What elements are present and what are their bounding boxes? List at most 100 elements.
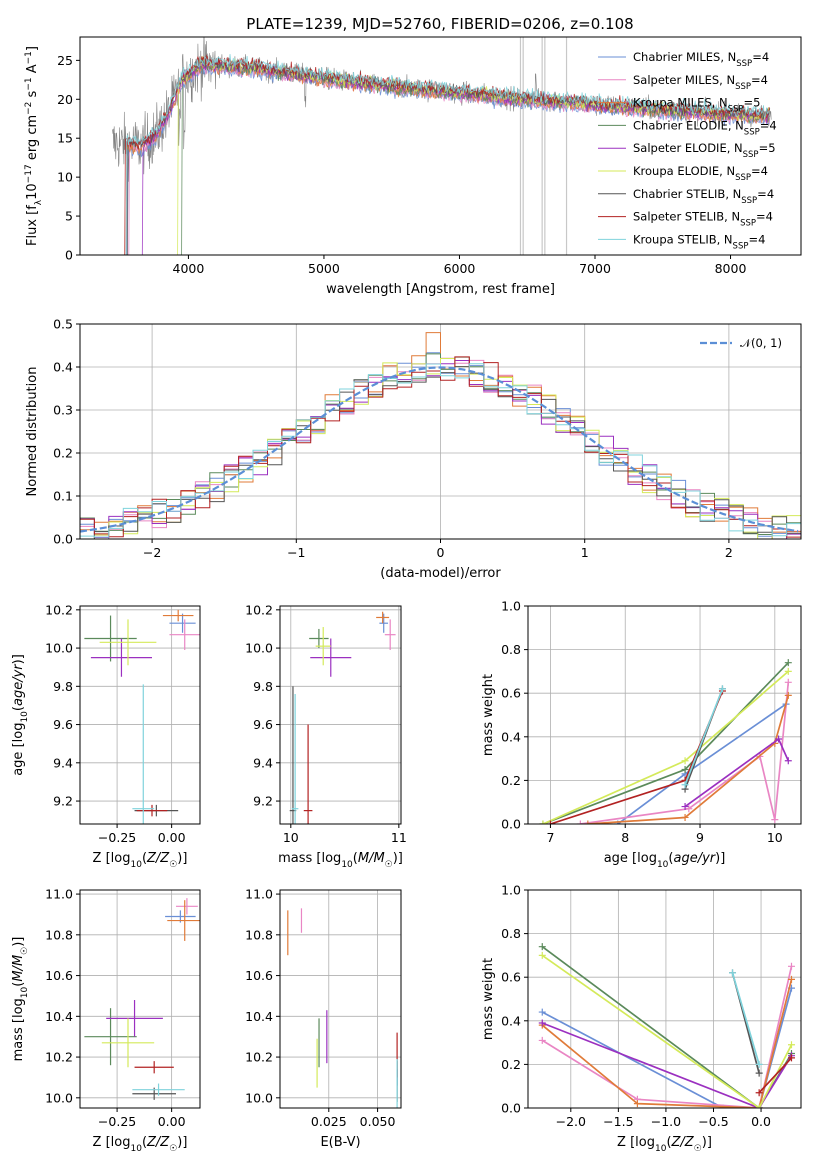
panel-residuals: −2 −1 0 1 2 0.0 0.1 0.2 0.3 0.4 0.5 (data-model)/er…	[25, 317, 802, 581]
errorbar-1	[169, 619, 200, 650]
weight-marker	[787, 1054, 795, 1062]
weight-marker	[784, 667, 792, 675]
y-tick-label: 10	[57, 170, 73, 185]
weight-marker	[681, 803, 689, 811]
errorbar-2	[162, 609, 194, 622]
y-tick-label: 25	[57, 53, 73, 68]
weight-marker	[538, 943, 546, 951]
y-tick-label: 0.6	[501, 970, 521, 985]
y-tick-label: 9.2	[53, 794, 73, 809]
y-tick-label: 10.2	[245, 602, 273, 617]
x-axis-label: E(B-V)	[320, 1135, 360, 1150]
weight-line-3	[542, 662, 789, 824]
plot-area	[84, 609, 200, 824]
y-tick-label: 0.2	[501, 773, 521, 788]
y-axis-label: age [log10(age/yr)]	[11, 654, 30, 776]
errorbar-7	[303, 724, 313, 824]
panel-age-vs-mass: 10 11 9.2 9.4 9.6 9.8 10.0 10.2 mass [log10(M/M☉…	[245, 602, 407, 870]
y-tick-label: 9.4	[53, 755, 73, 770]
weight-marker	[787, 1041, 795, 1049]
weight-line-2	[541, 979, 793, 1108]
legend-label-0: Chabrier MILES, NSSP=4	[633, 50, 769, 69]
y-tick-label: 10.4	[245, 1009, 273, 1024]
y-axis-label: Flux [fλ10−17 erg cm−2 s−1 A−1]	[24, 46, 44, 246]
weight-line-5	[541, 954, 793, 1108]
axes-frame	[79, 36, 802, 256]
y-tick-label: 20	[57, 92, 73, 107]
legend-normal-label: 𝒩(0, 1)	[740, 336, 782, 350]
weight-line-4	[541, 1022, 793, 1108]
x-tick-label: −1.0	[651, 1114, 681, 1129]
errorbar-0	[379, 613, 389, 633]
y-tick-label: 10.0	[45, 641, 73, 656]
errorbar-8	[132, 684, 155, 824]
weight-marker	[775, 735, 783, 743]
x-tick-label: 10	[283, 830, 299, 845]
errorbar-7	[134, 1061, 174, 1074]
legend-label-7: Salpeter STELIB, NSSP=4	[633, 210, 773, 229]
errorbar-3	[84, 615, 137, 662]
weight-marker	[685, 805, 693, 813]
plot-area	[539, 659, 792, 824]
weight-marker	[576, 820, 584, 824]
axes-frame	[79, 605, 201, 825]
weight-line-3	[541, 946, 793, 1108]
y-tick-label: 1.0	[501, 883, 521, 898]
panel-weight-vs-Z: −2.0 −1.5 −1.0 −0.5 0.0 0.0 0.2 0.4 0.6 0.8 1.0 Z […	[481, 883, 802, 1154]
weight-line-0	[541, 987, 793, 1108]
errorbar-7	[136, 804, 168, 817]
y-tick-label: 0.4	[501, 1013, 521, 1028]
panel-weight-vs-age: 7 8 9 10 0.0 0.2 0.4 0.6 0.8 1.0 age [log10(age/yr…	[481, 599, 802, 870]
weight-line-8	[731, 972, 760, 1065]
x-tick-label: −2.0	[556, 1114, 586, 1129]
y-tick-label: 0.3	[53, 403, 73, 418]
weight-line-5	[542, 670, 789, 824]
x-tick-label: 11	[391, 830, 407, 845]
y-tick-label: 0.0	[501, 817, 521, 832]
weight-marker	[538, 1019, 546, 1027]
legend-label-8: Kroupa STELIB, NSSP=4	[633, 232, 765, 251]
weight-marker	[755, 1069, 763, 1077]
weight-marker	[681, 766, 689, 773]
weight-marker	[729, 969, 737, 977]
plot-area	[289, 611, 396, 824]
model-spectrum-4	[141, 60, 770, 255]
y-tick-label: 0.5	[53, 317, 73, 332]
weight-marker	[787, 962, 795, 970]
weight-line-1	[580, 682, 790, 824]
errorbar-8	[132, 1083, 185, 1096]
x-tick-label: 1	[581, 545, 589, 560]
legend-label-6: Chabrier STELIB, NSSP=4	[633, 187, 774, 206]
x-tick-label: 6000	[444, 261, 476, 276]
errorbar-1	[176, 898, 198, 915]
errorbar-4	[106, 1000, 163, 1037]
y-tick-label: 9.4	[253, 755, 273, 770]
x-tick-label: 2	[725, 545, 733, 560]
weight-marker	[784, 659, 792, 667]
weight-marker	[784, 691, 792, 699]
x-tick-label: 0.025	[311, 1114, 347, 1129]
y-tick-label: 5	[65, 209, 73, 224]
x-tick-label: 0.00	[158, 830, 186, 845]
plot-area	[80, 332, 801, 539]
y-tick-label: 0.6	[501, 686, 521, 701]
y-tick-label: 15	[57, 131, 73, 146]
panel-spectrum: 4000 5000 6000 7000 8000 0 5 10 15 20 25 wavelength…	[24, 36, 802, 297]
panel-mass-vs-EBV: 0.025 0.050 10.0 10.2 10.4 10.6 10.8 11.0 E(B-V)	[245, 887, 402, 1150]
errorbar-3	[309, 628, 329, 649]
plot-area	[84, 898, 200, 1100]
x-tick-label: 4000	[173, 261, 205, 276]
errorbar-4	[310, 638, 352, 677]
weight-marker	[546, 820, 554, 824]
axes-frame	[279, 605, 402, 825]
y-axis-label: mass weight	[481, 958, 496, 1040]
x-axis-label: Z [log10(Z/Z☉)]	[93, 851, 188, 870]
plot-area	[287, 908, 398, 1108]
x-axis-label: (data-model)/error	[380, 566, 501, 581]
x-axis-label: Z [log10(Z/Z☉)]	[617, 1135, 712, 1154]
x-tick-label: 10	[767, 830, 783, 845]
x-axis-label: Z [log10(Z/Z☉)]	[93, 1135, 188, 1154]
x-tick-label: −1.5	[603, 1114, 633, 1129]
weight-marker	[718, 685, 726, 693]
x-tick-label: 0.0	[751, 1114, 771, 1129]
